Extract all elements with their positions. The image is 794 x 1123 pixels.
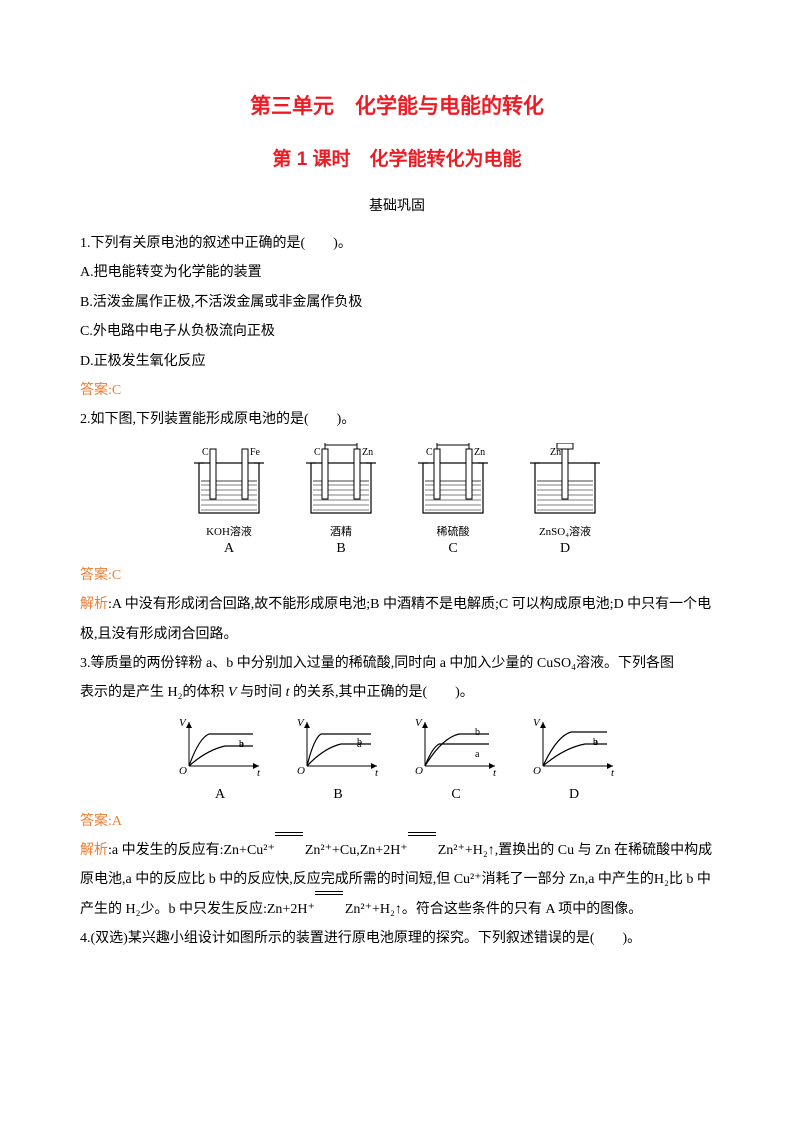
option-letter: A (175, 787, 265, 803)
svg-text:t: t (493, 767, 497, 778)
q4-stem: 4.(双选)某兴趣小组设计如图所示的装置进行原电池原理的探究。下列叙述错误的是(… (80, 924, 714, 953)
svg-text:O: O (297, 765, 305, 777)
svg-text:t: t (257, 767, 261, 778)
beaker-icon: Zn (520, 443, 610, 521)
var-v: V (228, 685, 237, 700)
svg-text:Zn: Zn (362, 447, 373, 458)
chart-D: VtOabD (529, 716, 619, 803)
beaker-B: C Zn 酒精 B (296, 443, 386, 557)
vt-chart-icon: VtOab (175, 716, 265, 778)
beaker-C: C Zn 稀硫酸 C (408, 443, 498, 557)
solution-label: 酒精 (296, 523, 386, 539)
q3-text: 表示的是产生 H₂的体积 (80, 685, 228, 700)
q1-opt-c: C.外电路中电子从负极流向正极 (80, 317, 714, 346)
svg-text:V: V (415, 717, 423, 729)
q1-stem: 1.下列有关原电池的叙述中正确的是( )。 (80, 229, 714, 258)
option-letter: B (296, 541, 386, 557)
svg-text:Zn: Zn (474, 447, 485, 458)
beaker-icon: C Zn (296, 443, 386, 521)
q3-chart-row: VtOabAVtOabBVtOabCVtOabD (80, 716, 714, 803)
solution-label: KOH溶液 (184, 523, 274, 539)
svg-text:V: V (179, 717, 187, 729)
option-letter: D (529, 787, 619, 803)
analysis-label: 解析 (80, 843, 108, 858)
svg-text:V: V (533, 717, 541, 729)
vt-chart-icon: Vt Oab (411, 716, 501, 778)
svg-text:Fe: Fe (250, 447, 261, 458)
chart-C: Vt Oab C (411, 716, 501, 803)
option-letter: B (293, 787, 383, 803)
svg-text:O: O (415, 765, 423, 777)
q1-answer: 答案:C (80, 376, 714, 405)
svg-text:C: C (426, 447, 433, 458)
section-subtitle: 基础巩固 (80, 195, 714, 215)
svg-text:t: t (611, 767, 615, 778)
q3-stem-line1: 3.等质量的两份锌粉 a、b 中分别加入过量的稀硫酸,同时向 a 中加入少量的 … (80, 649, 714, 678)
q1-opt-b: B.活泼金属作正极,不活泼金属或非金属作负极 (80, 288, 714, 317)
option-letter: D (520, 541, 610, 557)
svg-text:C: C (314, 447, 321, 458)
analysis-label: 解析 (80, 597, 108, 612)
q2-answer: 答案:C (80, 561, 714, 590)
svg-text:b: b (593, 737, 598, 748)
svg-text:C: C (202, 447, 209, 458)
q1-opt-a: A.把电能转变为化学能的装置 (80, 258, 714, 287)
vt-chart-icon: VtOab (293, 716, 383, 778)
svg-text:V: V (297, 717, 305, 729)
svg-text:b: b (357, 737, 362, 748)
chart-A: VtOabA (175, 716, 265, 803)
solution-label: 稀硫酸 (408, 523, 498, 539)
svg-text:O: O (179, 765, 187, 777)
q1-opt-d: D.正极发生氧化反应 (80, 347, 714, 376)
vt-chart-icon: VtOab (529, 716, 619, 778)
q3-text: 的关系,其中正确的是( )。 (289, 685, 473, 700)
q2-stem: 2.如下图,下列装置能形成原电池的是( )。 (80, 405, 714, 434)
beaker-icon: C Fe (184, 443, 274, 521)
svg-text:a: a (475, 749, 480, 760)
unit-title: 第三单元 化学能与电能的转化 (80, 90, 714, 120)
q2-analysis: 解析:A 中没有形成闭合回路,故不能形成原电池;B 中酒精不是电解质;C 可以构… (80, 590, 714, 649)
q3-analysis: 解析:a 中发生的反应有:Zn+Cu²⁺ Zn²⁺+Cu,Zn+2H⁺ Zn²⁺… (80, 836, 714, 924)
q3-stem-line2: 表示的是产生 H₂的体积 V 与时间 t 的关系,其中正确的是( )。 (80, 678, 714, 707)
svg-text:t: t (375, 767, 379, 778)
beaker-icon: C Zn (408, 443, 498, 521)
svg-text:b: b (239, 739, 244, 750)
q3-text: 与时间 (237, 685, 286, 700)
svg-text:O: O (533, 765, 541, 777)
lesson-title: 第 1 课时 化学能转化为电能 (80, 144, 714, 171)
option-letter: A (184, 541, 274, 557)
option-letter: C (411, 787, 501, 803)
q2-figure-row: C Fe KOH溶液 A C Zn 酒精 B C Zn 稀硫酸 C Zn ZnSO₄溶液 D (80, 443, 714, 557)
solution-label: ZnSO₄溶液 (520, 523, 610, 539)
svg-text:b: b (475, 727, 480, 738)
beaker-D: Zn ZnSO₄溶液 D (520, 443, 610, 557)
beaker-A: C Fe KOH溶液 A (184, 443, 274, 557)
option-letter: C (408, 541, 498, 557)
chart-B: VtOabB (293, 716, 383, 803)
q3-answer: 答案:A (80, 807, 714, 836)
